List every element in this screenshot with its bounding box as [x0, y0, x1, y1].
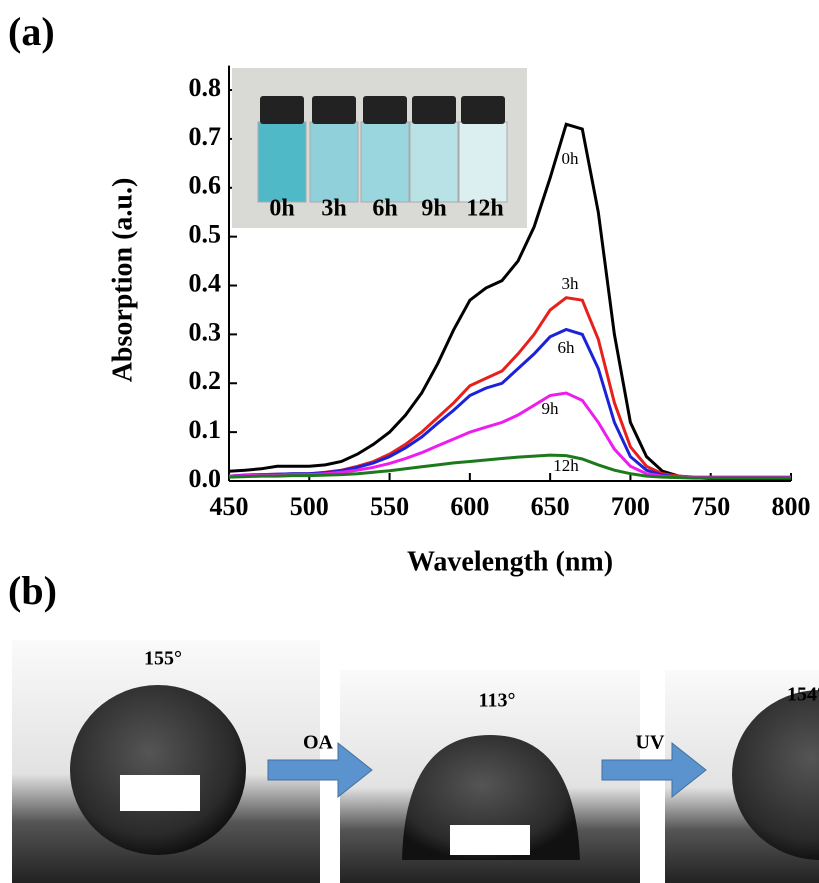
curve-label: 12h [553, 456, 579, 475]
arrow-label: OA [303, 732, 334, 754]
droplet [732, 690, 819, 860]
arrow-label: UV [636, 732, 665, 754]
arrow [601, 741, 707, 799]
y-tick-label: 0.4 [189, 268, 222, 297]
line-series [228, 453, 791, 480]
inset-label: 6h [372, 196, 397, 222]
inset-label: 0h [269, 196, 294, 222]
y-tick-label: 0.6 [189, 171, 222, 200]
y-tick-label: 0.7 [189, 122, 222, 151]
y-tick-label: 0.0 [189, 464, 222, 493]
vial-cap [363, 96, 407, 124]
panel-label: (a) [8, 9, 55, 54]
arrow [267, 741, 373, 799]
line-series [228, 327, 791, 480]
inset-label: 9h [421, 196, 446, 222]
vial [257, 121, 307, 203]
chart: 0.0 0.1 0.2 0.3 0.4 0.5 0.6 0.7 0.8 450 500 550 600 6… [107, 65, 811, 577]
droplet [70, 685, 246, 855]
vial [458, 121, 508, 203]
x-axis-label: Wavelength (nm) [407, 546, 613, 577]
reflection [450, 825, 530, 855]
y-tick-label: 0.5 [189, 220, 222, 249]
angle-label: 154° [787, 684, 819, 706]
y-tick-label: 0.2 [189, 366, 222, 395]
x-tick-label: 600 [450, 492, 489, 521]
photo-panel: 155° 113° 154° OA UV [12, 640, 819, 883]
inset-label: 3h [321, 196, 346, 222]
inset-label: 12h [466, 196, 503, 222]
vial [309, 121, 359, 203]
line-series [228, 296, 791, 479]
x-tick-label: 450 [210, 492, 249, 521]
y-tick-label: 0.8 [189, 73, 222, 102]
curve-label: 0h [562, 149, 580, 168]
y-axis-label: Absorption (a.u.) [107, 178, 138, 383]
x-tick-label: 800 [772, 492, 811, 521]
vial-cap [412, 96, 456, 124]
vial [409, 121, 459, 203]
vial-cap [260, 96, 304, 124]
y-tick-label: 0.3 [189, 317, 222, 346]
curve-label: 6h [558, 338, 576, 357]
curve-label: 9h [542, 399, 560, 418]
x-tick-label: 700 [611, 492, 650, 521]
vial [360, 121, 410, 203]
droplet [402, 735, 580, 860]
angle-label: 155° [144, 648, 182, 670]
x-tick-label: 650 [531, 492, 570, 521]
reflection [120, 775, 200, 811]
angle-label: 113° [479, 690, 516, 712]
vial-cap [312, 96, 356, 124]
curve-label: 3h [562, 274, 580, 293]
y-tick-label: 0.1 [189, 415, 222, 444]
x-tick-label: 750 [691, 492, 730, 521]
vial-cap [461, 96, 505, 124]
x-tick-label: 500 [290, 492, 329, 521]
panel-label: (b) [8, 568, 57, 613]
x-tick-label: 550 [370, 492, 409, 521]
